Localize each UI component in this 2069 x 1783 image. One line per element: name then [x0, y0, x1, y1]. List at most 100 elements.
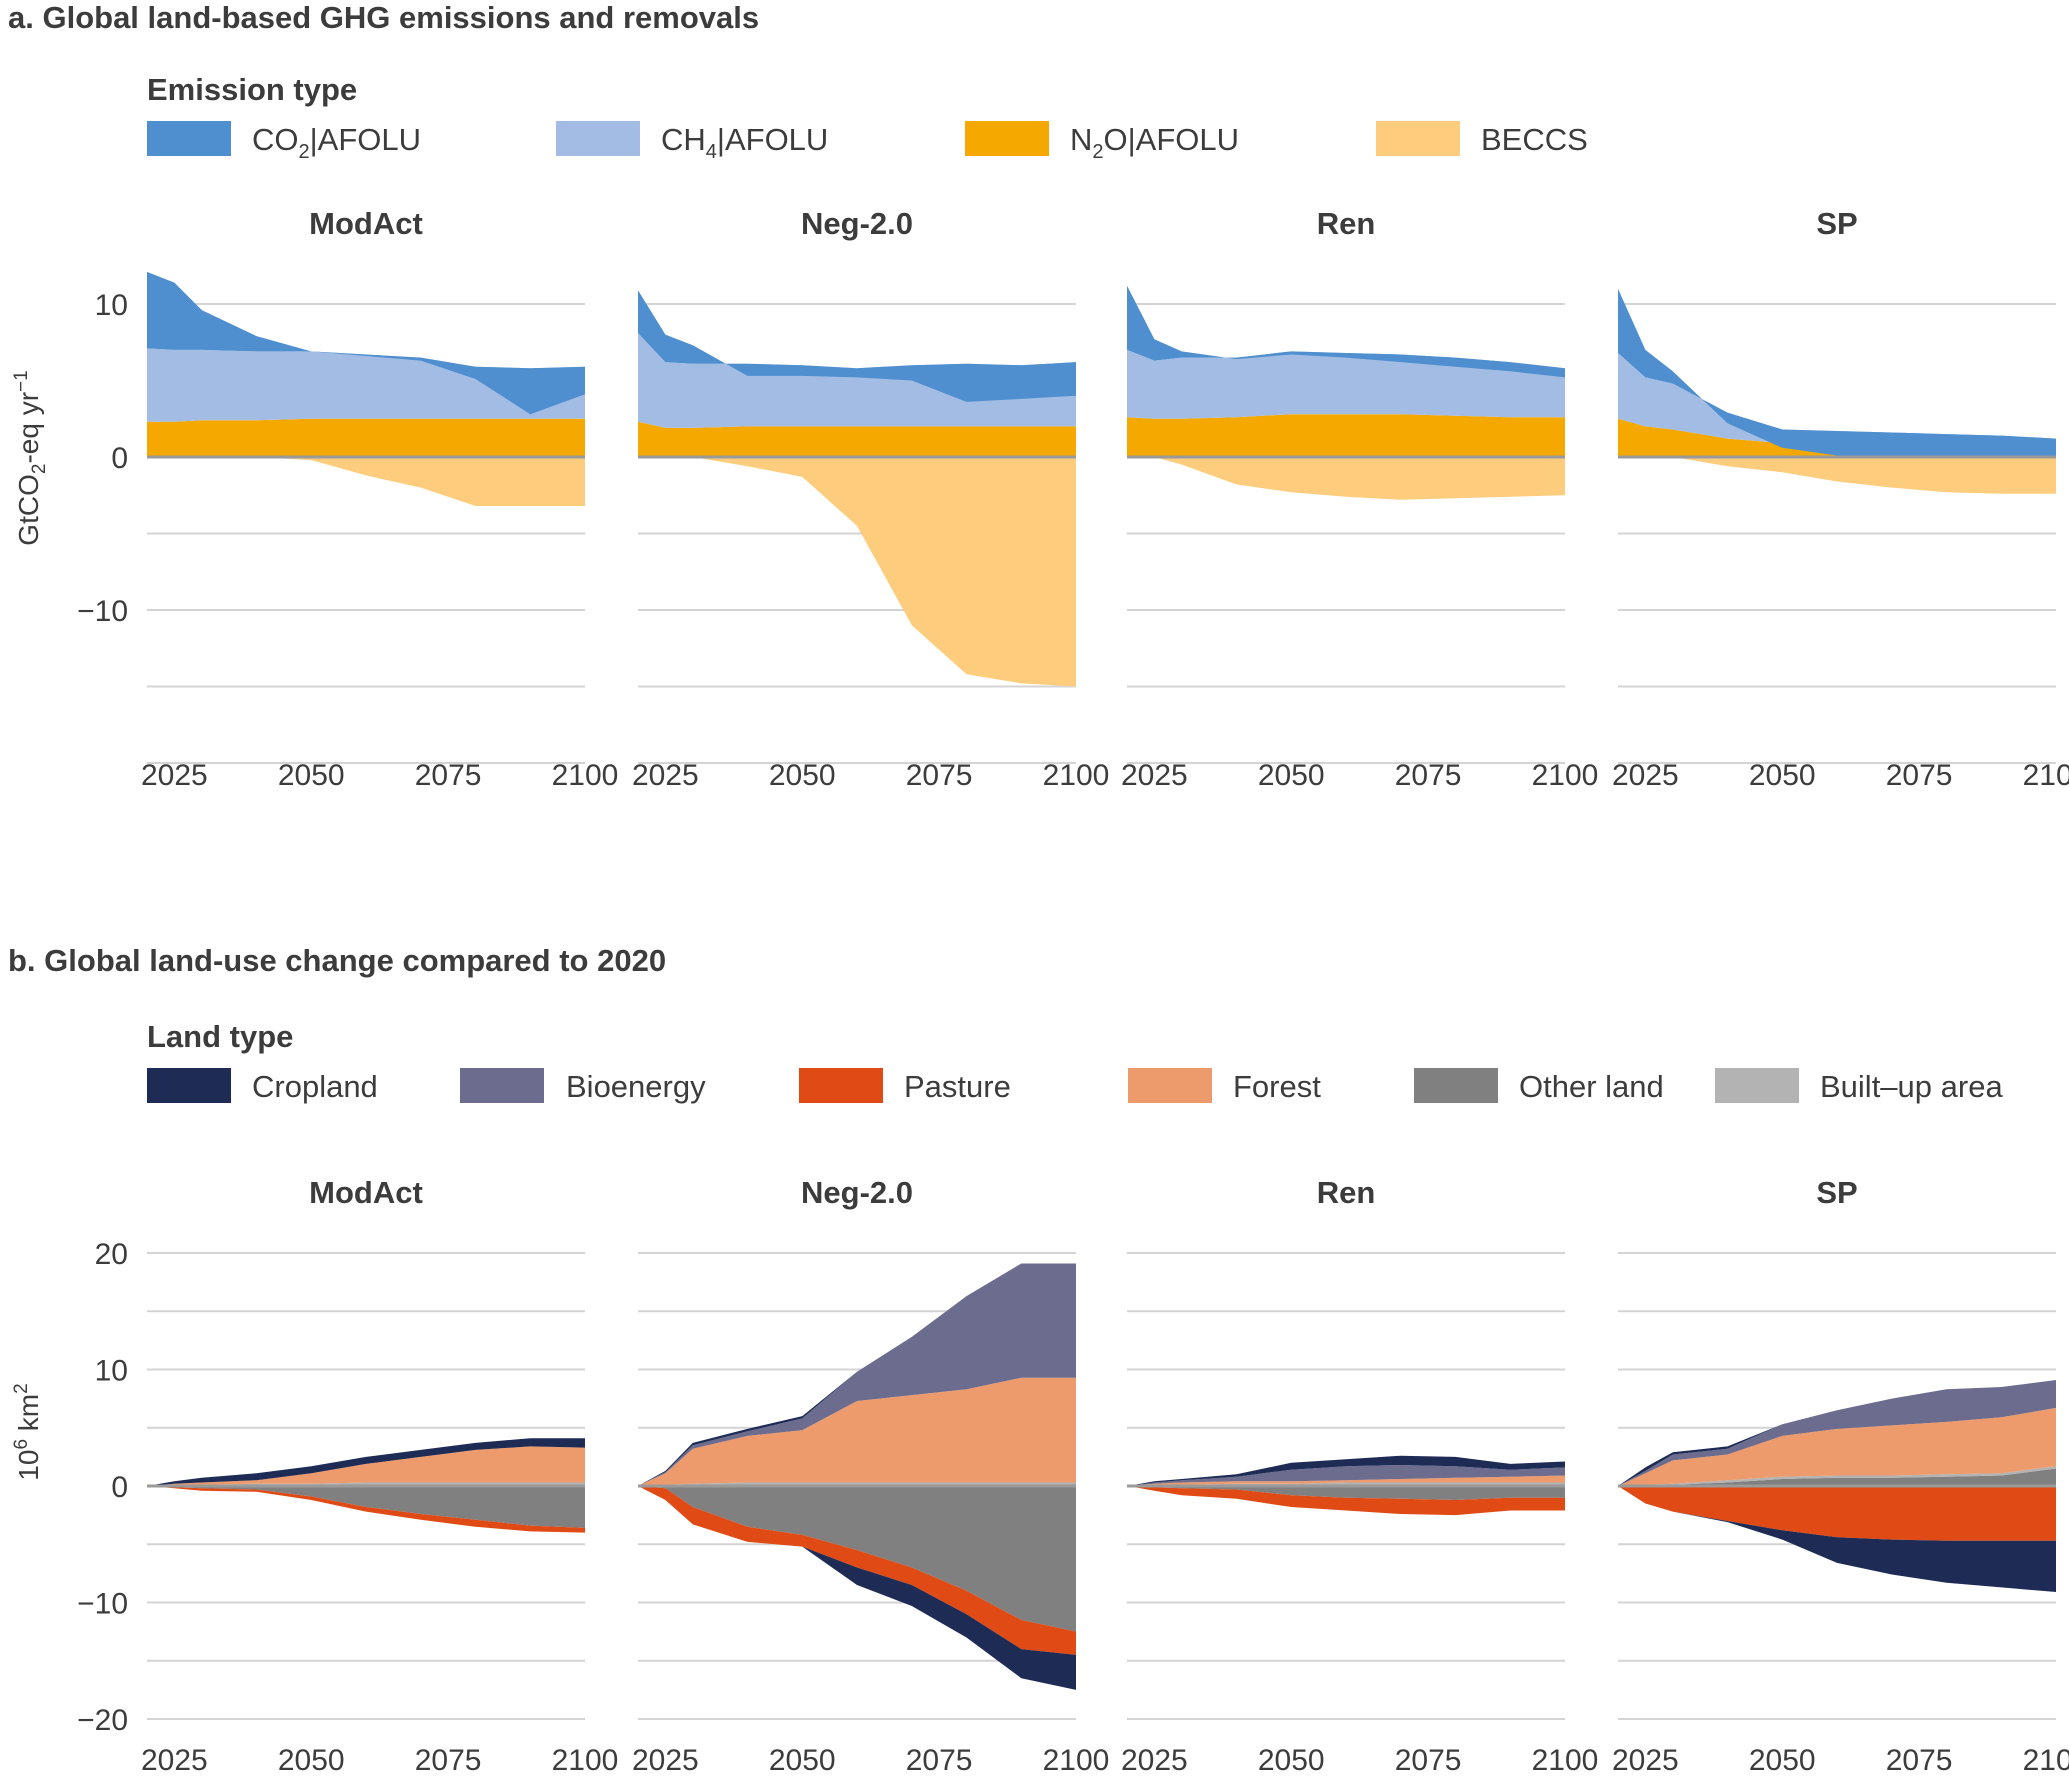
chart-b-area-ren-pasture: [1127, 1486, 1565, 1516]
chart-b-x-tick-label: 2100: [1532, 1744, 1599, 1777]
chart-a-panel-title: SP: [1816, 206, 1857, 241]
legend-b-item-built-up: Built–up area: [1715, 1068, 2003, 1104]
chart-b-y-tick-label: −10: [77, 1588, 128, 1621]
chart-b-area-neg-2-0-cropland-loss: [638, 1486, 1076, 1690]
chart-b-x-tick-label: 2100: [552, 1744, 619, 1777]
chart-a-x-tick-label: 2100: [1043, 759, 1110, 792]
legend-a-label-co2: CO2|AFOLU: [252, 122, 421, 163]
legend-b-item-other-land: Other land: [1414, 1068, 1664, 1104]
chart-a-y-tick-label: 10: [95, 289, 128, 322]
chart-b-area-sp-cropland-loss: [1618, 1486, 2056, 1592]
legend-b: Cropland Bioenergy Pasture Forest Other …: [147, 1068, 2003, 1104]
chart-a-panel-neg-2-0: Neg-2.0 2025 2050 2075 2100: [632, 206, 1109, 792]
chart-b-x-tick-label: 2050: [1258, 1744, 1325, 1777]
chart-a-panel-modact: ModAct 2025 2050 2075 2100: [141, 206, 618, 792]
chart-a-panel-title: Ren: [1317, 206, 1376, 241]
legend-a-label-n2o: N2O|AFOLU: [1070, 122, 1239, 163]
chart-b-area-sp-pasture: [1618, 1486, 2056, 1541]
legend-b-title: Land type: [147, 1019, 293, 1054]
chart-b-x-tick-label: 2050: [769, 1744, 836, 1777]
chart-a-area-sp-beccs: [1618, 457, 2056, 494]
chart-b-panel-title: ModAct: [309, 1175, 423, 1210]
legend-a-label-beccs: BECCS: [1481, 122, 1588, 157]
chart-a-x-tick-label: 2025: [632, 759, 699, 792]
section-b-title: b. Global land-use change compared to 20…: [8, 943, 666, 978]
chart-a-panel-sp: SP 2025 2050 2075 2100: [1612, 206, 2069, 792]
chart-a-area-modact-co2-afolu: [147, 271, 585, 415]
y-axis-label-a: GtCO2-eq yr−1: [11, 370, 50, 545]
chart-b-x-tick-label: 2025: [1121, 1744, 1188, 1777]
chart-b-panel-sp: SP 2025 2050 2075 2100: [1612, 1175, 2069, 1777]
chart-a-y-tick-label: −10: [77, 595, 128, 628]
chart-a-area-sp-co2-afolu: [1618, 288, 2056, 473]
legend-b-label-bioenergy: Bioenergy: [566, 1069, 706, 1104]
legend-b-swatch-other-land: [1414, 1068, 1498, 1103]
legend-b-label-forest: Forest: [1233, 1069, 1321, 1104]
chart-b-area-sp-forest: [1618, 1407, 2056, 1486]
chart-a-x-tick-label: 2025: [1121, 759, 1188, 792]
chart-a-x-tick-label: 2100: [1532, 759, 1599, 792]
chart-a-area-neg-2-0-co2-afolu: [638, 290, 1076, 402]
legend-b-label-cropland: Cropland: [252, 1069, 378, 1104]
chart-b-y-tick-label: −20: [77, 1704, 128, 1737]
chart-b-x-tick-label: 2075: [906, 1744, 973, 1777]
chart-b-area-modact-forest: [147, 1446, 585, 1486]
chart-b-panel-neg-2-0: Neg-2.0 2025 2050 2075 2100: [632, 1175, 1109, 1777]
section-a-title: a. Global land-based GHG emissions and r…: [8, 0, 759, 35]
chart-a-x-tick-label: 2075: [1395, 759, 1462, 792]
legend-b-label-other-land: Other land: [1519, 1069, 1664, 1104]
chart-b-y-tick-label: 10: [95, 1355, 128, 1388]
chart-b-x-tick-label: 2075: [1886, 1744, 1953, 1777]
chart-a-area-neg-2-0-ch4-afolu: [638, 333, 1076, 428]
chart-b-area-ren-cropland: [1127, 1455, 1565, 1486]
legend-b-label-pasture: Pasture: [904, 1069, 1011, 1104]
chart-a-x-tick-label: 2075: [906, 759, 973, 792]
panels-a: 10 0 −10 ModAct 2025 2050 2075 2100 Neg-2.0 2025 2…: [77, 206, 2069, 792]
chart-a-x-tick-label: 2050: [278, 759, 345, 792]
chart-b-area-modact-cropland: [147, 1438, 585, 1486]
chart-b-x-tick-label: 2075: [1395, 1744, 1462, 1777]
y-axis-label-b: 106 km2: [11, 1383, 44, 1480]
chart-a-panel-ren: Ren 2025 2050 2075 2100: [1121, 206, 1598, 792]
chart-b-x-tick-label: 2050: [1749, 1744, 1816, 1777]
chart-b-x-tick-label: 2050: [278, 1744, 345, 1777]
chart-a-x-tick-label: 2075: [1886, 759, 1953, 792]
chart-b-area-modact-other-land: [147, 1486, 585, 1528]
chart-b-area-neg-2-0-bioenergy: [638, 1263, 1076, 1486]
chart-a-area-modact-n2o-afolu: [147, 418, 585, 457]
chart-b-x-tick-label: 2075: [415, 1744, 482, 1777]
chart-b-panel-title: SP: [1816, 1175, 1857, 1210]
chart-a-area-modact-beccs: [147, 457, 585, 506]
chart-b-panel-title: Neg-2.0: [801, 1175, 913, 1210]
legend-b-swatch-forest: [1128, 1068, 1212, 1103]
legend-a-title: Emission type: [147, 72, 357, 107]
chart-a-x-tick-label: 2050: [1258, 759, 1325, 792]
chart-b-x-tick-label: 2100: [1043, 1744, 1110, 1777]
legend-b-item-pasture: Pasture: [799, 1068, 1011, 1104]
chart-a-area-neg-2-0-n2o-afolu: [638, 421, 1076, 457]
legend-a-item-beccs: BECCS: [1376, 121, 1588, 157]
chart-b-area-sp-bioenergy: [1618, 1380, 2056, 1486]
legend-a-swatch-beccs: [1376, 121, 1460, 156]
chart-a-x-tick-label: 2100: [552, 759, 619, 792]
legend-a-item-ch4: CH4|AFOLU: [556, 121, 828, 163]
legend-a: CO2|AFOLU CH4|AFOLU N2O|AFOLU BECCS: [147, 121, 1588, 163]
chart-b-x-tick-label: 2025: [141, 1744, 208, 1777]
chart-b-x-tick-label: 2025: [1612, 1744, 1679, 1777]
legend-b-item-bioenergy: Bioenergy: [460, 1068, 706, 1104]
legend-b-label-built-up: Built–up area: [1820, 1069, 2003, 1104]
chart-b-area-neg-2-0-pasture: [638, 1486, 1076, 1655]
chart-b-area-sp-other-land: [1618, 1468, 2056, 1486]
chart-a-x-tick-label: 2025: [141, 759, 208, 792]
chart-b-area-ren-forest: [1127, 1475, 1565, 1486]
legend-b-item-cropland: Cropland: [147, 1068, 378, 1104]
chart-b-area-sp-built-up-area: [1618, 1466, 2056, 1486]
chart-b-panel-modact: ModAct 2025 2050 2075 2100: [141, 1175, 618, 1777]
chart-a-x-tick-label: 2050: [769, 759, 836, 792]
legend-a-swatch-co2: [147, 121, 231, 156]
legend-a-label-ch4: CH4|AFOLU: [661, 122, 828, 163]
chart-b-area-modact-pasture: [147, 1486, 585, 1533]
legend-a-swatch-ch4: [556, 121, 640, 156]
